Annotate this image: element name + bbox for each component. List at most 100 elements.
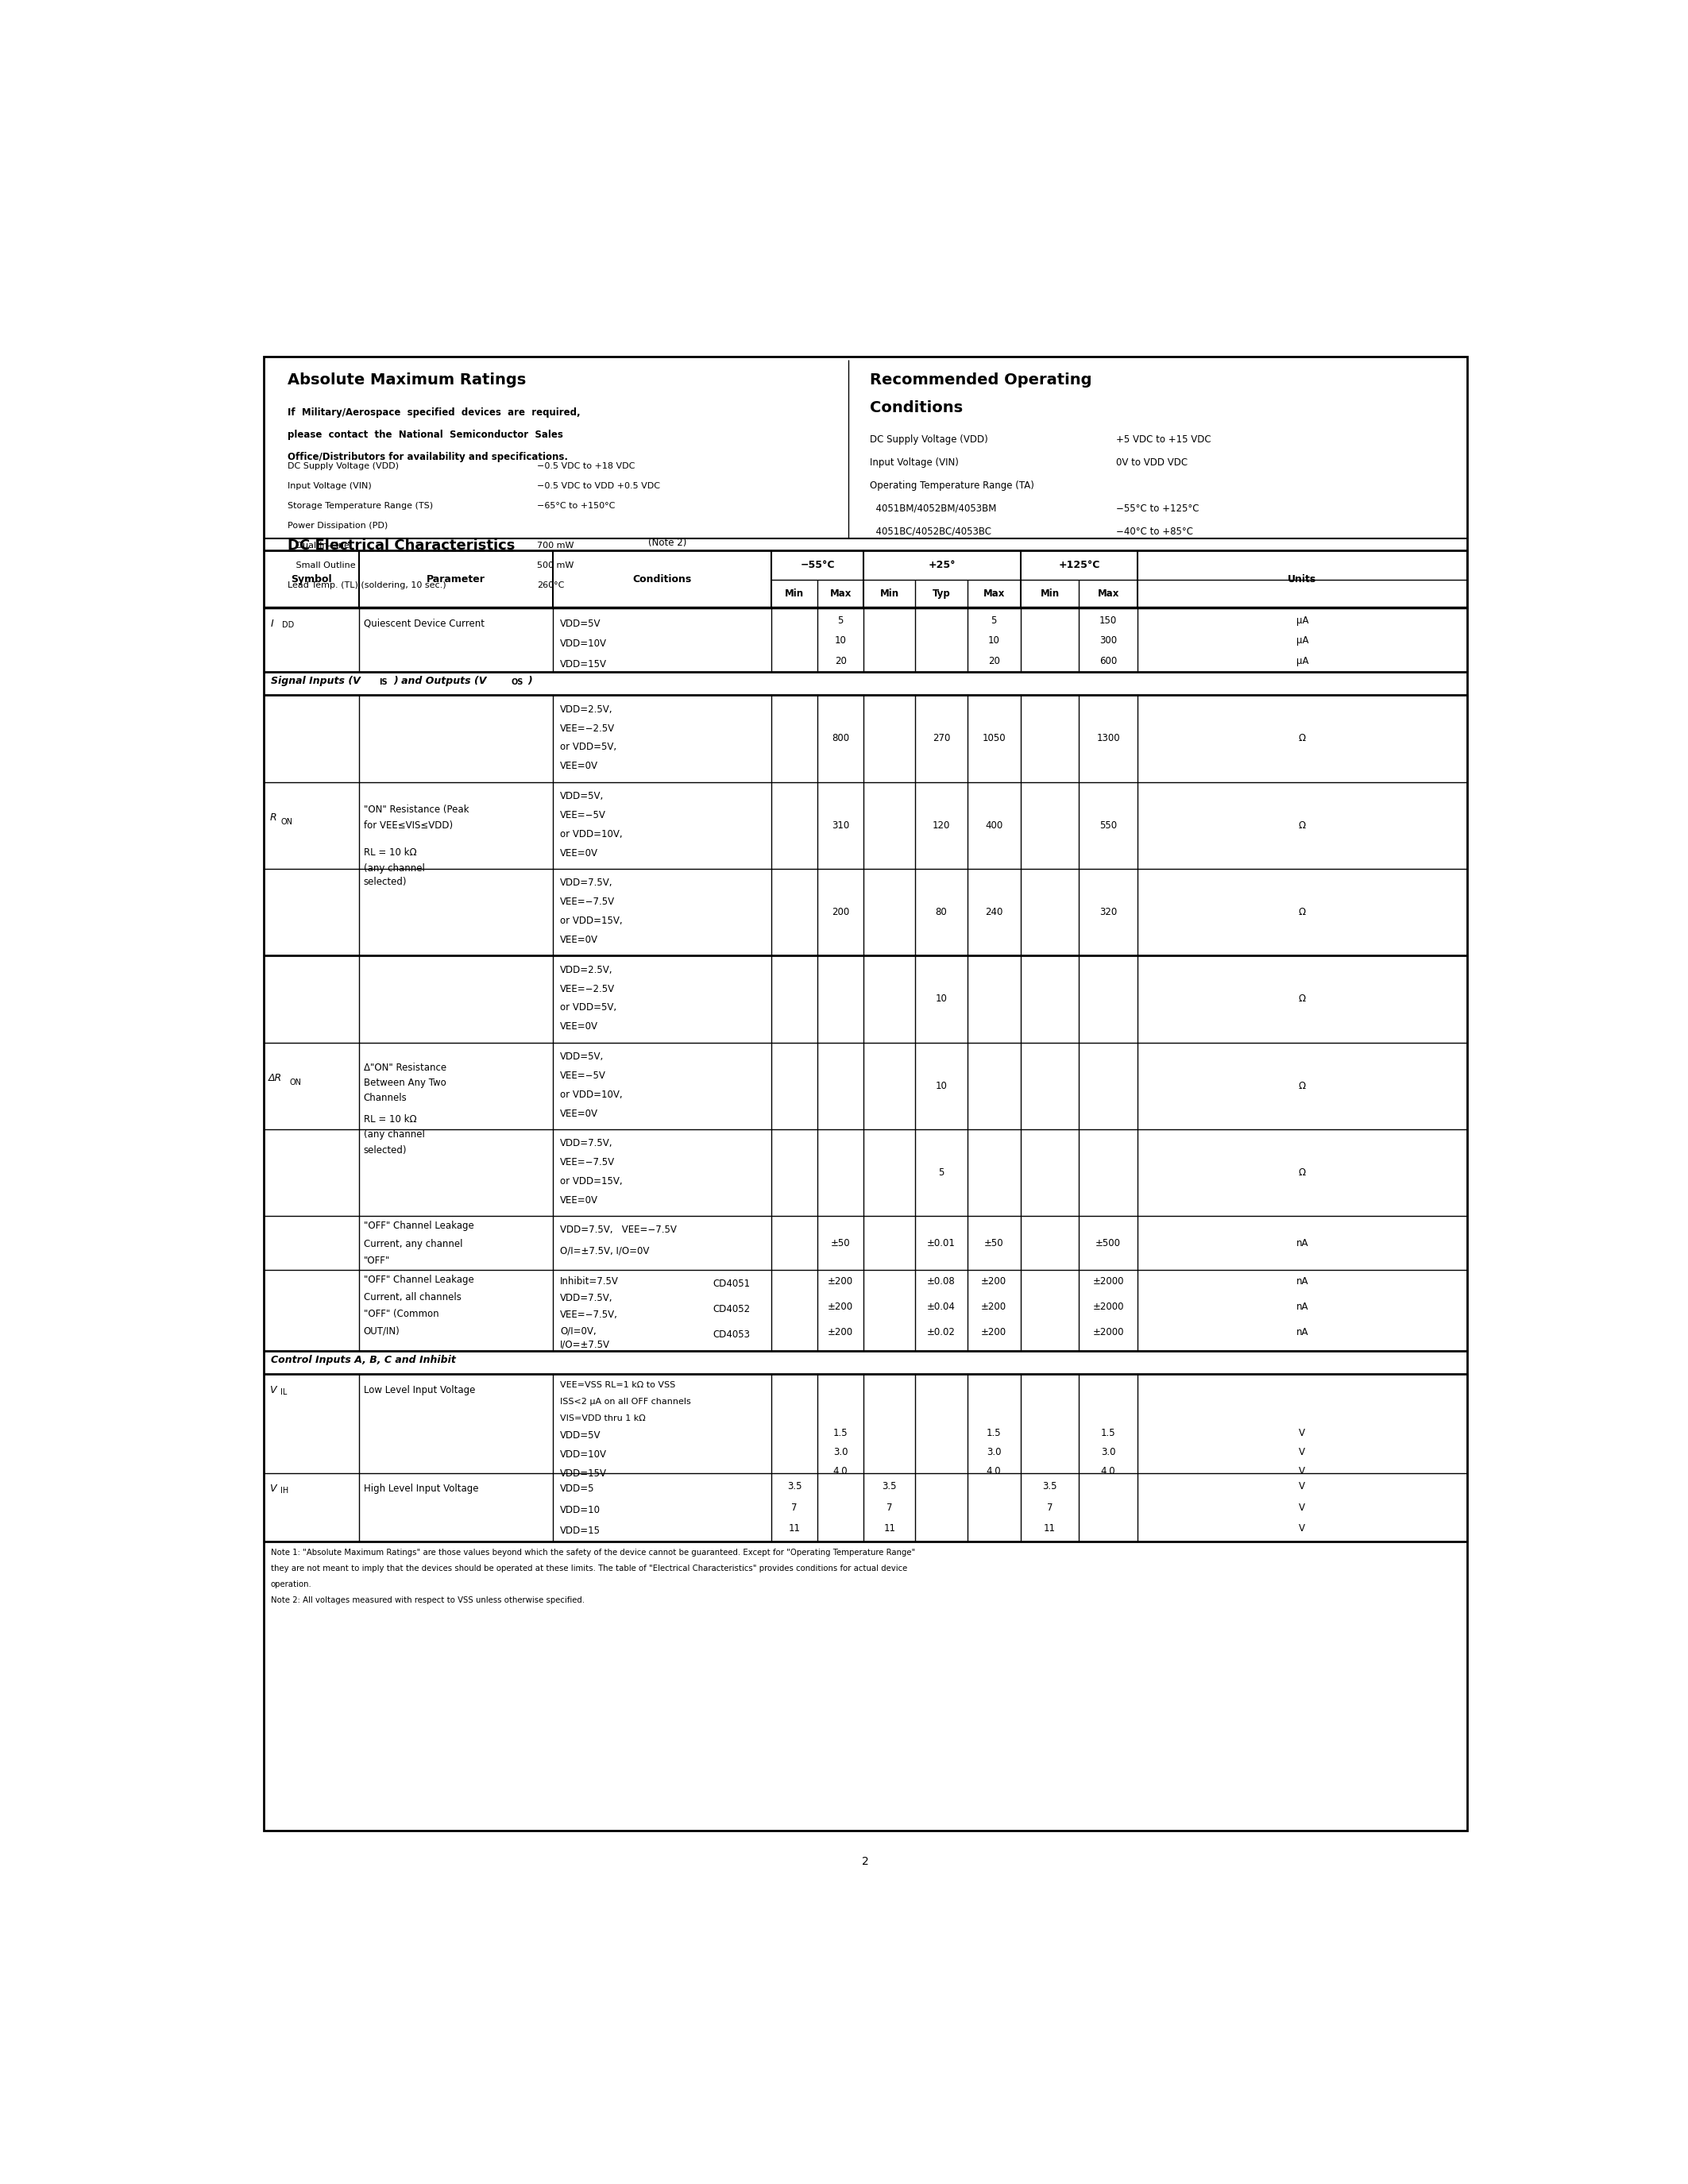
Text: 310: 310 [832,821,849,830]
Text: ±200: ±200 [827,1302,852,1313]
Text: Conditions: Conditions [869,400,962,415]
Text: ON: ON [280,817,292,826]
Text: Ω: Ω [1298,1081,1307,1092]
Text: ±200: ±200 [827,1328,852,1337]
Text: or VDD=10V,: or VDD=10V, [560,1090,623,1101]
Text: Inhibit=7.5V: Inhibit=7.5V [560,1275,619,1286]
Text: V: V [1300,1522,1305,1533]
Text: Symbol: Symbol [290,574,331,585]
Text: 7: 7 [1047,1503,1053,1514]
Text: 200: 200 [832,906,849,917]
Text: 80: 80 [935,906,947,917]
Text: or VDD=15V,: or VDD=15V, [560,915,623,926]
Text: OS: OS [511,679,523,686]
Text: Quiescent Device Current: Quiescent Device Current [363,618,484,629]
Text: Conditions: Conditions [633,574,692,585]
Text: ISS<2 μA on all OFF channels: ISS<2 μA on all OFF channels [560,1398,690,1406]
Text: DC Supply Voltage (VDD): DC Supply Voltage (VDD) [869,435,987,446]
Text: 260°C: 260°C [537,581,564,590]
Text: 1.5: 1.5 [986,1428,1001,1439]
Text: VDD=10V: VDD=10V [560,638,608,649]
Text: or VDD=5V,: or VDD=5V, [560,1002,616,1013]
Text: 20: 20 [834,655,846,666]
Text: VDD=15: VDD=15 [560,1524,601,1535]
Text: Min: Min [785,587,803,598]
Text: CD4051: CD4051 [712,1278,749,1289]
Text: R: R [270,812,277,823]
Text: operation.: operation. [270,1581,312,1588]
Text: 20: 20 [987,655,999,666]
Text: +5 VDC to +15 VDC: +5 VDC to +15 VDC [1116,435,1210,446]
Text: Current, all channels: Current, all channels [363,1293,461,1302]
Text: ) and Outputs (V: ) and Outputs (V [393,677,488,686]
Text: −40°C to +85°C: −40°C to +85°C [1116,526,1193,537]
Text: I: I [270,618,273,629]
Text: 10: 10 [834,636,846,646]
Text: CD4053: CD4053 [712,1330,749,1341]
Text: 320: 320 [1099,906,1117,917]
Text: 10: 10 [935,994,947,1005]
Text: μA: μA [1296,636,1308,646]
Text: Office/Distributors for availability and specifications.: Office/Distributors for availability and… [289,452,569,463]
Text: ±200: ±200 [981,1275,1006,1286]
Text: VDD=7.5V,: VDD=7.5V, [560,878,613,889]
Text: −0.5 VDC to VDD +0.5 VDC: −0.5 VDC to VDD +0.5 VDC [537,483,660,489]
Text: nA: nA [1296,1302,1308,1313]
Text: 1.5: 1.5 [834,1428,847,1439]
Text: Channels: Channels [363,1092,407,1103]
Text: VDD=2.5V,: VDD=2.5V, [560,703,613,714]
Text: ±0.02: ±0.02 [927,1328,955,1337]
Text: 5: 5 [991,616,998,627]
Text: 3.5: 3.5 [883,1481,896,1492]
Text: V: V [1300,1428,1305,1439]
Text: "OFF": "OFF" [363,1256,390,1267]
Text: IH: IH [280,1487,289,1494]
Text: (any channel: (any channel [363,863,425,874]
Text: "ON" Resistance (Peak: "ON" Resistance (Peak [363,806,469,815]
Text: Between Any Two: Between Any Two [363,1077,446,1088]
Text: DD: DD [282,620,294,629]
Text: VDD=5: VDD=5 [560,1483,594,1494]
Text: 3.5: 3.5 [1043,1481,1057,1492]
Text: Min: Min [879,587,900,598]
Text: VEE=−7.5V: VEE=−7.5V [560,1158,614,1168]
Text: 11: 11 [1043,1522,1055,1533]
Text: 7: 7 [886,1503,893,1514]
Text: Small Outline: Small Outline [289,561,356,570]
Text: or VDD=15V,: or VDD=15V, [560,1177,623,1186]
Text: 1.5: 1.5 [1101,1428,1116,1439]
Text: Input Voltage (VIN): Input Voltage (VIN) [869,456,959,467]
Text: V: V [270,1385,277,1396]
Text: ±0.08: ±0.08 [927,1275,955,1286]
Text: +25°: +25° [928,559,955,570]
Text: Ω: Ω [1298,1168,1307,1177]
Text: VEE=0V: VEE=0V [560,760,598,771]
Text: VDD=10V: VDD=10V [560,1450,608,1459]
Text: Units: Units [1288,574,1317,585]
Text: Storage Temperature Range (TS): Storage Temperature Range (TS) [289,502,434,509]
Text: VDD=7.5V,   VEE=−7.5V: VDD=7.5V, VEE=−7.5V [560,1225,677,1234]
Text: μA: μA [1296,655,1308,666]
Text: VEE=0V: VEE=0V [560,1109,598,1118]
Text: 1050: 1050 [982,734,1006,743]
Text: Max: Max [829,587,851,598]
Text: 3.0: 3.0 [1101,1448,1116,1457]
Text: 3.0: 3.0 [834,1448,847,1457]
Text: Power Dissipation (PD): Power Dissipation (PD) [289,522,388,529]
Text: for VEE≤VIS≤VDD): for VEE≤VIS≤VDD) [363,821,452,830]
Text: High Level Input Voltage: High Level Input Voltage [363,1483,478,1494]
Text: 10: 10 [987,636,999,646]
Text: 500 mW: 500 mW [537,561,574,570]
Text: (Note 2): (Note 2) [648,537,687,548]
Text: 4051BC/4052BC/4053BC: 4051BC/4052BC/4053BC [869,526,991,537]
Text: If  Military/Aerospace  specified  devices  are  required,: If Military/Aerospace specified devices … [289,408,581,417]
Text: ±500: ±500 [1096,1238,1121,1247]
Text: VEE=−7.5V,: VEE=−7.5V, [560,1310,618,1319]
Text: 0V to VDD VDC: 0V to VDD VDC [1116,456,1188,467]
Text: Ω: Ω [1298,906,1307,917]
Text: ±200: ±200 [827,1275,852,1286]
Text: 4.0: 4.0 [986,1465,1001,1476]
Text: Control Inputs A, B, C and Inhibit: Control Inputs A, B, C and Inhibit [270,1354,456,1365]
Text: 400: 400 [986,821,1003,830]
Text: nA: nA [1296,1275,1308,1286]
